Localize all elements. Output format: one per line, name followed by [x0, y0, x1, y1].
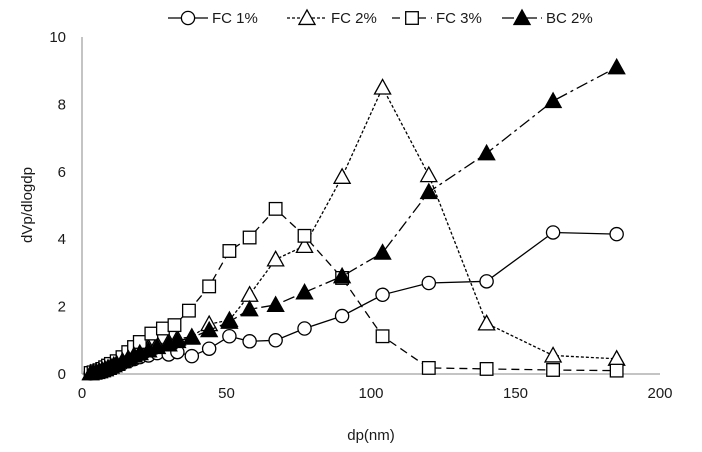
legend-marker — [405, 11, 419, 25]
data-point — [199, 320, 219, 338]
data-point — [421, 275, 437, 291]
data-point — [242, 230, 257, 245]
data-point — [202, 279, 217, 294]
data-point — [295, 283, 314, 300]
data-point — [220, 312, 239, 329]
data-point — [609, 363, 624, 378]
data-point — [295, 236, 314, 254]
data-point — [297, 321, 312, 336]
legend-entry: FC 1% — [168, 10, 258, 27]
data-point — [168, 331, 187, 349]
legend-marker — [180, 10, 196, 26]
data-point — [240, 299, 259, 317]
data-point — [421, 360, 436, 375]
data-point — [375, 329, 390, 344]
y-axis-title: dVp/dlogdp — [19, 167, 36, 243]
y-ticks: 0 2 4 6 8 10 — [49, 29, 66, 383]
data-point — [375, 287, 390, 303]
data-point — [181, 303, 196, 318]
data-point — [144, 326, 159, 341]
data-point — [545, 225, 561, 240]
data-point — [373, 243, 392, 260]
series-bc-2- — [81, 57, 626, 381]
data-point — [240, 285, 259, 302]
data-point — [334, 308, 350, 324]
data-point — [268, 201, 283, 216]
x-tick-label: 50 — [218, 385, 235, 402]
data-point — [477, 314, 496, 331]
data-point — [419, 165, 438, 183]
data-point — [543, 91, 563, 109]
series-fc-1- — [83, 225, 624, 381]
x-axis-title: dp(nm) — [347, 427, 395, 444]
x-tick-label: 0 — [78, 385, 86, 402]
data-point — [242, 334, 257, 349]
y-tick-label: 6 — [58, 164, 66, 181]
data-point — [268, 333, 283, 348]
legend-marker — [297, 8, 317, 26]
legend-label: BC 2% — [546, 10, 593, 27]
data-point — [477, 143, 496, 161]
data-point — [155, 321, 170, 336]
y-tick-label: 0 — [58, 366, 66, 383]
data-point — [332, 266, 352, 284]
data-point — [182, 328, 201, 345]
legend-label: FC 2% — [331, 10, 377, 27]
x-tick-label: 100 — [358, 385, 383, 402]
x-tick-label: 200 — [647, 385, 672, 402]
legend-marker — [512, 8, 532, 26]
data-point — [266, 295, 285, 313]
legend-entry: BC 2% — [502, 8, 593, 27]
y-tick-label: 8 — [58, 96, 66, 113]
data-point — [184, 348, 200, 364]
data-point — [543, 346, 563, 363]
data-point — [297, 228, 312, 243]
data-point — [201, 341, 217, 356]
y-tick-label: 4 — [58, 231, 66, 248]
data-point — [546, 363, 561, 377]
data-point — [419, 182, 438, 200]
legend-label: FC 1% — [212, 10, 258, 27]
legend: FC 1% FC 2% FC 3% BC 2% — [168, 8, 593, 27]
series-line — [90, 66, 617, 374]
y-tick-label: 2 — [58, 299, 66, 316]
axes — [81, 37, 660, 375]
x-tick-label: 150 — [503, 385, 528, 402]
x-ticks: 0 50 100 150 200 — [78, 385, 673, 402]
y-tick-label: 10 — [49, 29, 66, 46]
data-point — [332, 167, 352, 184]
data-point — [167, 318, 182, 333]
legend-label: FC 3% — [436, 10, 482, 27]
data-point — [479, 361, 494, 376]
data-point — [222, 244, 237, 258]
data-point — [222, 329, 237, 344]
legend-entry: FC 3% — [392, 10, 482, 27]
data-point — [373, 78, 392, 95]
data-point — [607, 57, 626, 75]
plot-area — [81, 57, 626, 381]
data-point — [609, 226, 624, 242]
data-point — [266, 250, 285, 267]
data-point — [479, 274, 494, 289]
legend-entry: FC 2% — [287, 8, 377, 27]
